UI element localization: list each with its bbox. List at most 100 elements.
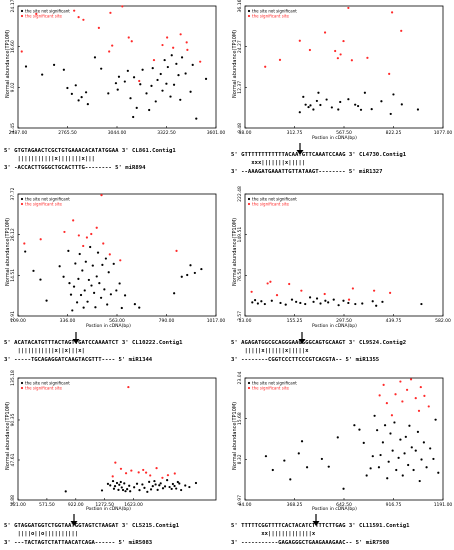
point-not-significant: [386, 477, 389, 480]
x-tick-label: 297.50: [336, 318, 352, 324]
x-tick-label: 916.75: [386, 502, 402, 508]
point-not-significant: [126, 488, 129, 491]
point-not-significant: [99, 296, 103, 299]
point-significant: [102, 242, 105, 245]
point-not-significant: [112, 262, 115, 265]
point-not-significant: [204, 77, 208, 80]
point-not-significant: [191, 63, 194, 67]
legend-label-not-significant: the site not significant: [252, 197, 297, 202]
alignment-mirna-line: 3' ---TACTAGTCTATTAACATCAGA------ 5' miR…: [4, 540, 153, 546]
point-significant: [288, 282, 291, 286]
panel-2: 58.00 312.75 567.50 822.25 1077.00 0.48 12.37 2…: [227, 0, 452, 178]
point-not-significant: [251, 301, 254, 304]
point-not-significant: [337, 304, 340, 307]
y-tick-label: 0.97: [237, 495, 243, 505]
point-not-significant: [93, 56, 97, 59]
point-not-significant: [150, 84, 153, 87]
point-not-significant: [319, 103, 322, 107]
point-significant: [39, 238, 42, 241]
point-not-significant: [159, 482, 162, 485]
point-not-significant: [166, 479, 169, 482]
y-tick-label: 15.68: [237, 412, 243, 425]
alignment-mirna-line: 3' --------CGGTCCCTTCCCGTCACGTA-- 5' miR…: [231, 357, 380, 363]
y-tick-label: 8.32: [237, 454, 243, 464]
point-not-significant: [141, 483, 144, 486]
x-tick-label: 642.50: [336, 502, 352, 508]
point-not-significant: [77, 277, 80, 280]
alignment-mirna-line: 3' -----TGCAGAGGATCAAGTACGTTT---- 5' miR…: [4, 357, 153, 363]
point-significant: [308, 48, 311, 52]
legend-marker-significant: [247, 14, 251, 18]
point-significant: [119, 467, 123, 470]
point-significant: [114, 461, 117, 464]
legend-marker-not-significant: [20, 197, 24, 201]
y-tick-label: 47.61: [10, 453, 16, 466]
point-not-significant: [156, 78, 159, 82]
y-tick-label: 135.18: [10, 370, 16, 386]
plot-frame: [244, 5, 444, 129]
point-not-significant: [69, 293, 73, 296]
point-not-significant: [371, 455, 374, 458]
point-significant: [73, 9, 76, 12]
point-significant: [264, 65, 267, 68]
site-arrow-icon: [298, 329, 306, 344]
point-not-significant: [362, 441, 365, 444]
point-not-significant: [75, 301, 79, 304]
point-significant: [111, 475, 114, 478]
scatter-chart: 94.00 368.25 642.50 916.75 1191.00 0.97 8.32 15…: [237, 371, 452, 508]
point-significant: [173, 472, 176, 475]
point-not-significant: [128, 484, 131, 487]
point-not-significant: [78, 252, 81, 256]
y-axis-title: Normal abundance(TP10M): [232, 29, 238, 98]
site-arrow-icon: [312, 511, 320, 526]
point-not-significant: [271, 468, 274, 472]
alignment-target-line: 5' GTGTAGAACTCGCTGTGAAACACATATGGAA 3' CL…: [4, 148, 176, 154]
point-significant: [108, 253, 111, 256]
point-not-significant: [354, 103, 357, 106]
point-not-significant: [289, 478, 292, 481]
alignment-match-line: |||||||||||x||x|||x|: [4, 348, 85, 354]
point-not-significant: [52, 63, 56, 67]
point-not-significant: [376, 429, 379, 432]
x-tick-label: 571.50: [39, 502, 55, 508]
point-not-significant: [425, 466, 428, 469]
point-not-significant: [66, 86, 69, 90]
point-not-significant: [107, 271, 110, 274]
point-significant: [275, 294, 279, 297]
x-tick-label: 822.25: [386, 130, 402, 136]
x-axis-title: Postion in cDNA(bp): [86, 507, 131, 512]
point-not-significant: [168, 485, 171, 489]
point-not-significant: [332, 298, 335, 301]
point-not-significant: [298, 111, 301, 114]
point-significant: [250, 290, 253, 293]
point-not-significant: [416, 108, 420, 111]
point-not-significant: [91, 264, 94, 267]
y-tick-label: 14.51: [10, 269, 16, 282]
point-not-significant: [315, 99, 318, 103]
point-not-significant: [87, 278, 90, 282]
point-significant: [390, 11, 394, 14]
point-significant: [385, 401, 388, 405]
point-not-significant: [80, 96, 83, 99]
point-not-significant: [100, 67, 103, 70]
y-tick-label: 24.27: [237, 40, 243, 53]
x-tick-label: 1077.00: [434, 130, 453, 136]
point-not-significant: [290, 298, 294, 301]
point-not-significant: [177, 74, 180, 77]
point-not-significant: [123, 80, 126, 83]
point-not-significant: [420, 302, 423, 306]
y-axis-title: Normal abundance(TP10M): [232, 217, 238, 286]
point-not-significant: [68, 281, 71, 285]
point-not-significant: [180, 488, 183, 492]
point-significant: [166, 474, 170, 477]
point-not-significant: [370, 108, 373, 111]
point-not-significant: [93, 291, 96, 295]
point-not-significant: [24, 65, 28, 68]
point-not-significant: [121, 488, 125, 492]
point-significant: [142, 468, 145, 472]
point-significant: [82, 18, 85, 21]
point-not-significant: [58, 265, 61, 268]
y-tick-label: 222.48: [237, 186, 243, 202]
point-significant: [95, 226, 98, 229]
panel-6: 94.00 368.25 642.50 916.75 1191.00 0.97 8.32 15…: [227, 371, 452, 550]
